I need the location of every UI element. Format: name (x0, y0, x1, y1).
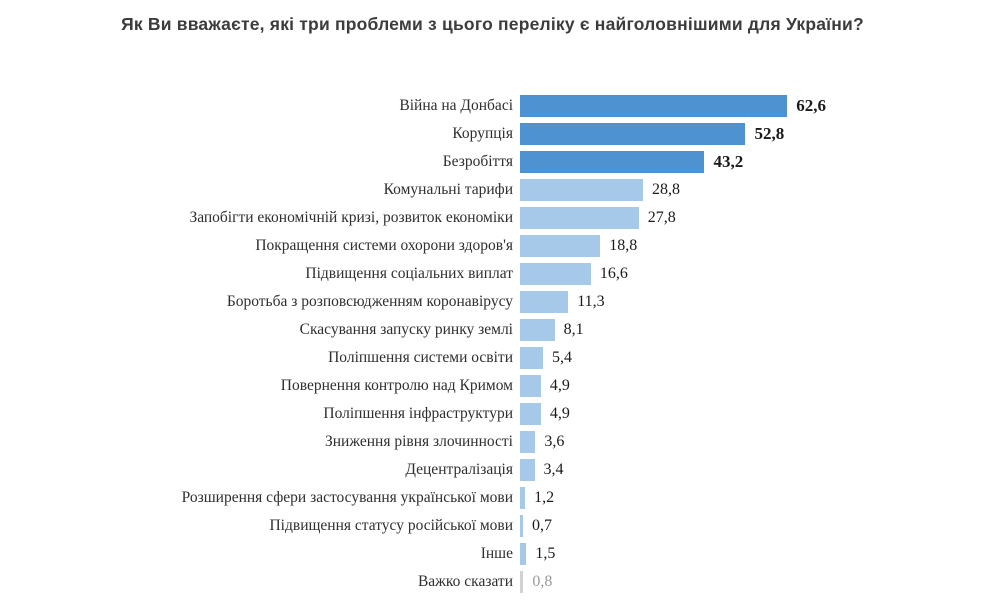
bar (520, 403, 541, 425)
chart-row: Покращення системи охорони здоров'я 18,8 (0, 232, 985, 260)
bar (520, 291, 569, 313)
category-label: Скасування запуску ринку землі (299, 321, 513, 338)
category-label: Запобігти економічній кризі, розвиток ек… (189, 209, 513, 226)
bar-chart: Війна на Донбасі 62,6 Корупція 52,8 Безробіт… (0, 92, 985, 596)
chart-title: Як Ви вважаєте, які три проблеми з цього… (121, 14, 864, 34)
value-label: 4,9 (549, 377, 570, 394)
chart-row: Повернення контролю над Кримом 4,9 (0, 372, 985, 400)
value-label: 43,2 (713, 152, 744, 171)
bar (520, 571, 524, 593)
chart-row: Інше 1,5 (0, 540, 985, 568)
category-label: Децентралізація (405, 461, 513, 478)
chart-row: Скасування запуску ринку землі 8,1 (0, 316, 985, 344)
category-label: Розширення сфери застосування українсько… (181, 489, 513, 506)
chart-row: Підвищення статусу російської мови 0,7 (0, 512, 985, 540)
bar (520, 347, 544, 369)
value-label: 8,1 (563, 321, 584, 338)
chart-row: Важко сказати 0,8 (0, 568, 985, 596)
category-label: Покращення системи охорони здоров'я (255, 237, 513, 254)
value-label: 18,8 (609, 237, 638, 254)
value-label: 27,8 (647, 209, 676, 226)
category-label: Поліпшення системи освіти (328, 349, 513, 366)
category-label: Комунальні тарифи (383, 181, 513, 198)
category-label: Підвищення соціальних виплат (305, 265, 513, 282)
bar (520, 543, 527, 565)
category-label: Корупція (452, 125, 513, 142)
value-label: 1,2 (534, 489, 555, 506)
chart-row: Корупція 52,8 (0, 120, 985, 148)
chart-row: Зниження рівня злочинності 3,6 (0, 428, 985, 456)
category-label: Інше (480, 545, 513, 562)
chart-row: Боротьба з розповсюдженням коронавірусу 1… (0, 288, 985, 316)
value-label: 0,7 (531, 517, 552, 534)
category-label: Війна на Донбасі (399, 97, 513, 114)
bar (520, 431, 536, 453)
category-label: Зниження рівня злочинності (325, 433, 513, 450)
bar (520, 95, 788, 117)
category-label: Підвищення статусу російської мови (269, 517, 513, 534)
chart-row: Децентралізація 3,4 (0, 456, 985, 484)
value-label: 52,8 (754, 124, 785, 143)
bar (520, 487, 526, 509)
category-label: Боротьба з розповсюдженням коронавірусу (226, 293, 513, 310)
value-label: 4,9 (549, 405, 570, 422)
bar (520, 151, 705, 173)
category-label: Поліпшення інфраструктури (323, 405, 513, 422)
chart-row: Поліпшення системи освіти 5,4 (0, 344, 985, 372)
chart-row: Розширення сфери застосування українсько… (0, 484, 985, 512)
category-label: Важко сказати (417, 573, 513, 590)
bar (520, 179, 643, 201)
chart-row: Комунальні тарифи 28,8 (0, 176, 985, 204)
value-label: 16,6 (599, 265, 628, 282)
bar (520, 459, 535, 481)
chart-row: Запобігти економічній кризі, розвиток ек… (0, 204, 985, 232)
value-label: 3,6 (544, 433, 565, 450)
bar (520, 123, 746, 145)
bar (520, 235, 601, 257)
chart-row: Війна на Донбасі 62,6 (0, 92, 985, 120)
bar (520, 375, 541, 397)
chart-row: Підвищення соціальних виплат 16,6 (0, 260, 985, 288)
chart-row: Безробіття 43,2 (0, 148, 985, 176)
chart-row: Поліпшення інфраструктури 4,9 (0, 400, 985, 428)
value-label: 3,4 (543, 461, 564, 478)
value-label: 11,3 (577, 293, 605, 310)
category-label: Безробіття (442, 153, 513, 170)
bar (520, 515, 523, 537)
value-label: 1,5 (535, 545, 556, 562)
category-label: Повернення контролю над Кримом (280, 377, 513, 394)
value-label: 62,6 (796, 96, 827, 115)
bar (520, 263, 591, 285)
value-label: 5,4 (552, 349, 573, 366)
bar (520, 207, 639, 229)
bar (520, 319, 555, 341)
value-label: 0,8 (532, 573, 553, 590)
value-label: 28,8 (651, 181, 680, 198)
